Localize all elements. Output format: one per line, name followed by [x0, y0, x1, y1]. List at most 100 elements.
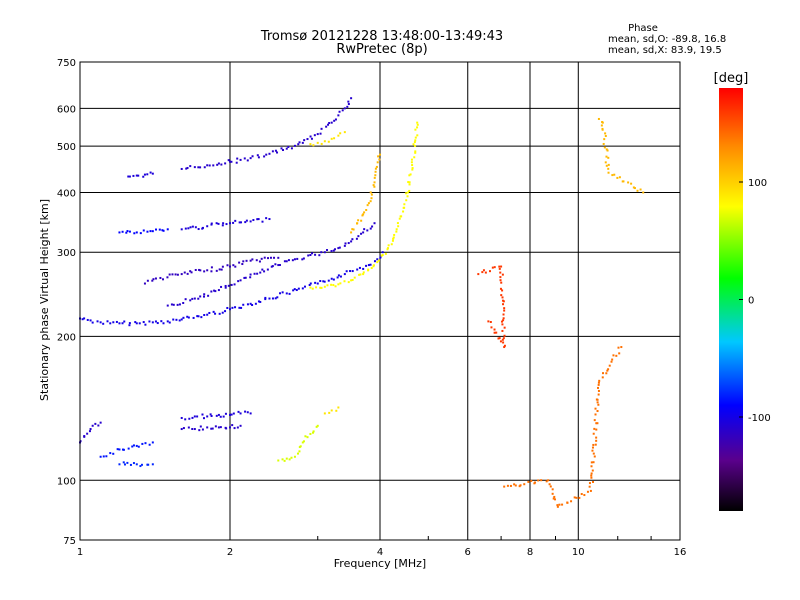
- data-point-fill: [245, 219, 248, 222]
- data-point-fill: [297, 143, 300, 146]
- data-point-fill: [395, 230, 398, 233]
- data-point: [217, 413, 220, 416]
- data-point-fill: [604, 132, 607, 135]
- data-point-fill: [611, 174, 614, 177]
- data-point-fill: [351, 228, 354, 231]
- data-point-fill: [534, 481, 537, 484]
- data-point: [362, 213, 365, 216]
- data-point-fill: [602, 142, 605, 145]
- data-point-fill: [395, 228, 398, 231]
- data-point-fill: [593, 427, 596, 430]
- data-point-fill: [166, 276, 169, 279]
- stats-line-o: mean, sd,O: -89.8, 16.8: [608, 34, 726, 45]
- data-point: [309, 286, 312, 289]
- data-point-fill: [186, 272, 189, 275]
- data-point: [159, 276, 162, 279]
- data-point-fill: [227, 284, 230, 287]
- data-point-fill: [215, 269, 218, 272]
- data-point-fill: [220, 285, 223, 288]
- x-tick-label: 8: [527, 547, 533, 558]
- data-point-fill: [374, 167, 377, 170]
- data-point-fill: [232, 412, 235, 415]
- data-point: [180, 416, 183, 419]
- data-point-fill: [314, 253, 317, 256]
- data-point-fill: [190, 271, 193, 274]
- data-point-fill: [592, 432, 595, 435]
- data-point-fill: [327, 140, 330, 143]
- data-point-fill: [328, 122, 331, 125]
- y-axis-label: Stationary phase Virtual Height [km]: [38, 199, 51, 401]
- data-point-fill: [617, 346, 620, 349]
- data-point-fill: [575, 496, 578, 499]
- data-point-fill: [416, 134, 419, 137]
- data-point-fill: [501, 323, 504, 326]
- data-point-fill: [573, 496, 576, 499]
- data-point: [309, 254, 312, 257]
- data-point-fill: [502, 300, 505, 303]
- data-point-fill: [338, 110, 341, 113]
- data-point-fill: [280, 147, 283, 150]
- data-point-fill: [601, 376, 604, 379]
- data-point-fill: [347, 100, 350, 103]
- data-point-fill: [332, 284, 335, 287]
- data-point-fill: [414, 139, 417, 142]
- data-point-fill: [309, 282, 312, 285]
- data-point: [373, 222, 376, 225]
- data-point-fill: [302, 257, 305, 260]
- data-point-fill: [288, 458, 291, 461]
- data-point: [367, 202, 370, 205]
- data-point-fill: [86, 432, 89, 435]
- data-point-fill: [502, 319, 505, 322]
- data-point-fill: [369, 227, 372, 230]
- plot-frame: [79, 61, 681, 541]
- data-point: [229, 426, 231, 429]
- data-point-fill: [271, 150, 274, 153]
- data-point-fill: [615, 354, 618, 357]
- data-point-fill: [201, 428, 204, 431]
- data-point: [350, 97, 353, 100]
- x-tick-label: 10: [572, 547, 585, 558]
- data-point: [301, 441, 304, 444]
- data-point: [323, 285, 326, 288]
- data-point-fill: [410, 161, 413, 164]
- data-point: [99, 321, 102, 324]
- data-point-fill: [349, 270, 352, 273]
- data-point-fill: [591, 469, 594, 472]
- y-tick-label: 75: [63, 536, 76, 547]
- data-point-fill: [196, 315, 199, 318]
- data-point-fill: [191, 416, 194, 419]
- data-point-fill: [140, 463, 143, 466]
- data-point: [337, 134, 340, 137]
- data-point-fill: [215, 414, 218, 417]
- data-point: [597, 117, 600, 120]
- data-point-fill: [411, 168, 414, 171]
- data-point-fill: [207, 294, 210, 297]
- data-point-fill: [378, 158, 381, 161]
- y-tick-label: 300: [57, 248, 76, 259]
- data-point-fill: [283, 260, 286, 263]
- data-point-fill: [226, 264, 229, 267]
- data-point-fill: [281, 291, 284, 294]
- data-point-fill: [578, 496, 581, 499]
- data-point-fill: [236, 157, 239, 160]
- data-point-fill: [230, 283, 233, 286]
- data-point-fill: [556, 504, 559, 507]
- data-point: [249, 259, 252, 262]
- data-point-fill: [187, 227, 190, 230]
- data-point-fill: [493, 328, 496, 331]
- data-point-fill: [189, 165, 192, 168]
- data-point: [503, 485, 506, 488]
- data-point-fill: [319, 132, 322, 135]
- data-point-fill: [502, 337, 505, 340]
- data-point-fill: [249, 276, 252, 279]
- data-point-fill: [343, 244, 346, 247]
- y-tick-label: 750: [57, 58, 76, 69]
- data-point-fill: [263, 270, 266, 273]
- data-point-fill: [215, 222, 218, 225]
- data-point-fill: [232, 221, 235, 224]
- data-point-fill: [271, 265, 274, 268]
- data-point-fill: [502, 303, 505, 306]
- data-point-fill: [594, 407, 597, 410]
- data-point-fill: [500, 281, 503, 284]
- data-point-fill: [411, 164, 414, 167]
